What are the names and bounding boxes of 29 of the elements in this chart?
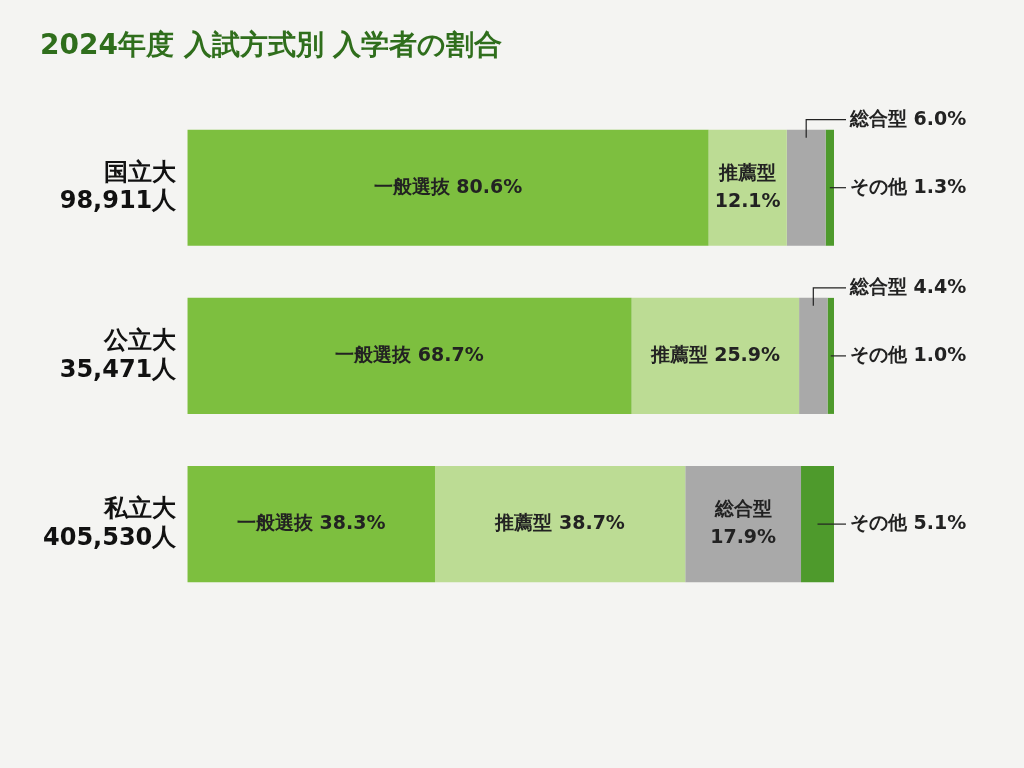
chart-title: 2024年度 入試方式別 入学者の割合 (40, 28, 503, 62)
text: 総合型 6.0% (850, 106, 967, 129)
bar (799, 297, 828, 414)
text: 一般選抜 68.7% (335, 342, 484, 365)
bar (187, 466, 435, 583)
text: 推薦型 25.9% (650, 342, 781, 365)
bar (187, 129, 709, 246)
series-label: 推薦型 (718, 160, 777, 183)
bar (786, 129, 826, 246)
bar (801, 466, 834, 583)
text: 一般選抜 38.3% (236, 511, 386, 534)
series-label: 総合型 (713, 497, 772, 520)
y-tick-label: 国立大 98,911人 (59, 157, 178, 215)
text: 推薦型 38.7% (495, 511, 625, 534)
bar (685, 466, 802, 583)
text: 総合型 4.4% (850, 274, 967, 297)
text: その他 5.1% (850, 511, 967, 534)
text: その他 1.3% (850, 174, 967, 197)
bar (827, 297, 834, 414)
bar (631, 297, 800, 414)
text: 一般選抜 80.6% (373, 174, 523, 197)
bar (434, 466, 686, 583)
bar (825, 129, 834, 246)
bar (187, 297, 632, 414)
data-label: 17.9% (710, 525, 777, 548)
data-label: 12.1% (714, 188, 781, 211)
text: その他 1.0% (850, 342, 967, 365)
y-tick-label: 公立大 35,471人 (59, 325, 178, 383)
y-tick-label: 私立大 405,530人 (43, 493, 178, 551)
